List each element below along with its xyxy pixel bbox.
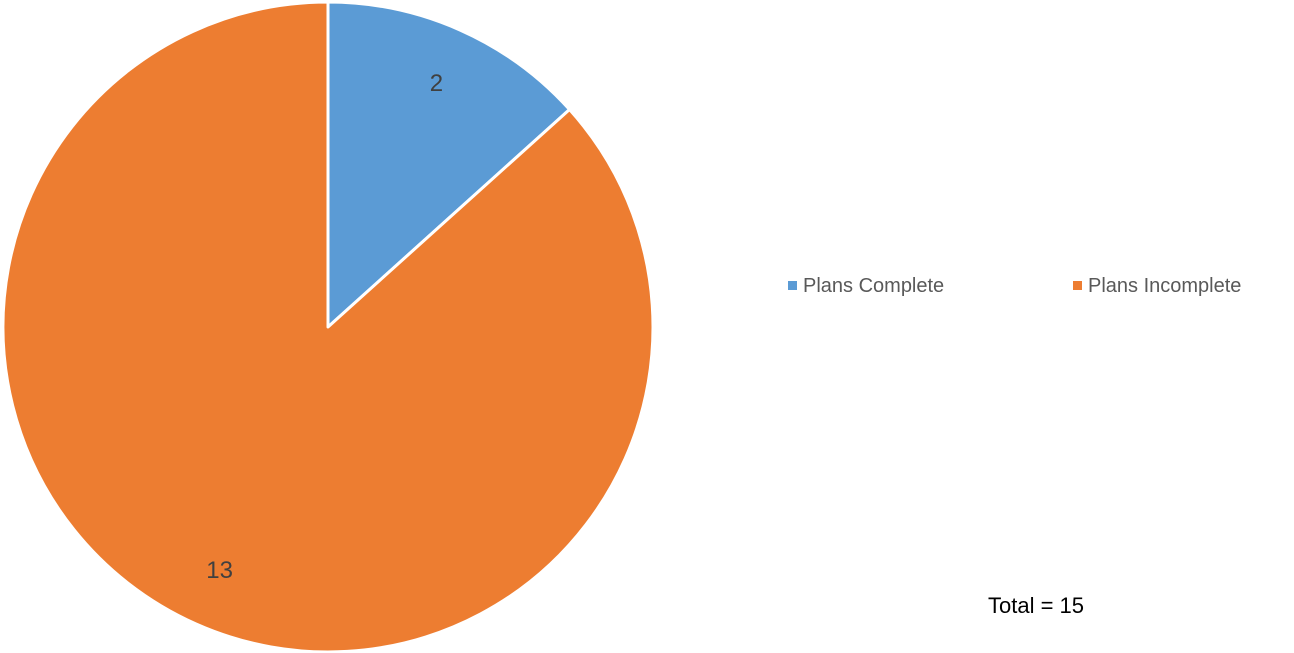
data-label-plans-complete: 2 xyxy=(430,70,443,97)
legend-swatch xyxy=(1073,281,1082,290)
legend-label: Plans Complete xyxy=(803,275,944,297)
total-annotation: Total = 15 xyxy=(988,593,1085,618)
legend-item-plans-complete: Plans Complete xyxy=(788,275,944,297)
data-label-plans-incomplete: 13 xyxy=(206,557,233,584)
pie-slices xyxy=(1,0,655,653)
legend: Plans Complete Plans Incomplete xyxy=(788,275,1241,297)
legend-label: Plans Incomplete xyxy=(1088,275,1241,297)
legend-item-plans-incomplete: Plans Incomplete xyxy=(1073,275,1241,297)
pie-slice-plans-incomplete xyxy=(1,0,655,653)
legend-swatch xyxy=(788,281,797,290)
pie-slice-plans-complete xyxy=(326,0,572,329)
pie-data-labels: 2 13 xyxy=(206,70,443,584)
